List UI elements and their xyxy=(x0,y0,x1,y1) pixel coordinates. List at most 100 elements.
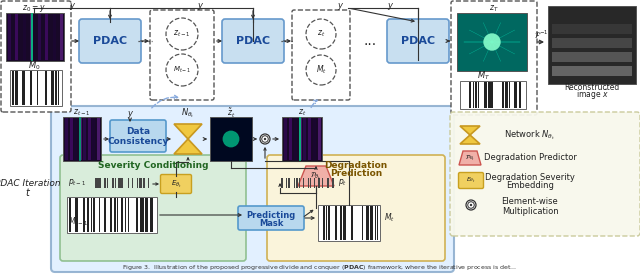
Text: $p_t$: $p_t$ xyxy=(338,178,347,189)
Bar xyxy=(318,118,321,160)
Bar xyxy=(30,14,33,60)
Text: $M_t$: $M_t$ xyxy=(316,64,326,76)
Bar xyxy=(469,82,471,108)
FancyBboxPatch shape xyxy=(161,175,191,193)
Text: PDAC: PDAC xyxy=(401,36,435,46)
Polygon shape xyxy=(174,124,202,154)
Bar xyxy=(114,198,116,232)
Text: $z_T$: $z_T$ xyxy=(489,4,499,14)
Bar xyxy=(327,178,328,188)
Bar xyxy=(457,13,527,71)
Text: Network $N_{\theta_t}$: Network $N_{\theta_t}$ xyxy=(504,128,556,142)
Bar xyxy=(289,178,290,188)
Bar xyxy=(107,178,108,188)
Bar xyxy=(136,198,138,232)
Bar xyxy=(75,198,78,232)
Bar xyxy=(117,198,118,232)
FancyBboxPatch shape xyxy=(222,19,284,63)
Bar xyxy=(460,81,526,109)
Bar xyxy=(351,206,353,240)
Bar xyxy=(15,14,19,60)
Bar xyxy=(308,118,311,160)
FancyBboxPatch shape xyxy=(110,120,166,152)
Text: Predicting: Predicting xyxy=(246,210,296,219)
Bar xyxy=(121,198,123,232)
Text: $z_{t-1}$: $z_{t-1}$ xyxy=(173,29,191,39)
Bar xyxy=(502,82,504,108)
Circle shape xyxy=(483,33,500,51)
Bar xyxy=(148,178,149,188)
Bar xyxy=(299,178,300,188)
Bar xyxy=(303,178,304,188)
Bar xyxy=(87,198,89,232)
Bar xyxy=(308,178,309,188)
Bar xyxy=(519,82,521,108)
Text: Severity Conditioning: Severity Conditioning xyxy=(98,161,208,170)
Bar xyxy=(286,178,287,188)
Text: $z_{t-1}$: $z_{t-1}$ xyxy=(73,108,91,118)
Bar xyxy=(79,118,82,160)
Bar xyxy=(92,118,95,160)
FancyBboxPatch shape xyxy=(292,10,350,100)
Bar xyxy=(152,198,153,232)
Bar xyxy=(112,178,113,188)
Text: Degradation Severity: Degradation Severity xyxy=(485,173,575,181)
Text: y: y xyxy=(70,1,74,10)
FancyBboxPatch shape xyxy=(60,155,246,261)
Bar xyxy=(318,205,380,241)
Bar xyxy=(118,178,120,188)
Text: PDAC: PDAC xyxy=(236,36,270,46)
Bar xyxy=(15,71,18,105)
Bar xyxy=(552,66,632,76)
Circle shape xyxy=(306,55,336,85)
Bar xyxy=(132,178,133,188)
Bar xyxy=(30,71,32,105)
Circle shape xyxy=(166,54,198,86)
Bar xyxy=(484,82,487,108)
Text: $M_0$: $M_0$ xyxy=(28,60,40,72)
Bar xyxy=(552,24,632,34)
Bar xyxy=(552,10,632,20)
Bar xyxy=(313,118,316,160)
Bar xyxy=(328,206,330,240)
Text: Reconstructed: Reconstructed xyxy=(564,84,620,93)
Bar xyxy=(282,117,322,161)
Bar xyxy=(120,178,121,188)
Bar xyxy=(473,82,474,108)
Text: Embedding: Embedding xyxy=(506,181,554,190)
Text: image $\hat{x}$: image $\hat{x}$ xyxy=(575,88,609,102)
FancyBboxPatch shape xyxy=(450,112,640,236)
Bar xyxy=(55,71,57,105)
Text: $M_T$: $M_T$ xyxy=(477,70,491,82)
Bar xyxy=(104,178,106,188)
Polygon shape xyxy=(459,151,481,165)
Bar xyxy=(58,71,59,105)
Text: ...: ... xyxy=(364,34,376,48)
Bar xyxy=(125,198,126,232)
Bar xyxy=(37,71,38,105)
Text: $M_{t-1}$: $M_{t-1}$ xyxy=(68,216,88,228)
Bar xyxy=(22,71,25,105)
Circle shape xyxy=(166,18,198,50)
Bar xyxy=(74,118,77,160)
Circle shape xyxy=(306,19,336,49)
Bar xyxy=(143,178,145,188)
Text: PDAC: PDAC xyxy=(93,36,127,46)
Text: Consistency: Consistency xyxy=(108,136,169,145)
Bar xyxy=(340,206,341,240)
Text: Mask: Mask xyxy=(259,218,283,227)
Text: y: y xyxy=(198,1,202,10)
Bar xyxy=(45,14,48,60)
Bar xyxy=(137,178,138,188)
Text: $N_{\theta_t}$: $N_{\theta_t}$ xyxy=(181,106,195,120)
Bar xyxy=(335,206,336,240)
Bar xyxy=(69,198,71,232)
Bar xyxy=(10,70,62,106)
Bar xyxy=(150,198,152,232)
Text: $t$: $t$ xyxy=(25,186,31,198)
Text: $\mathcal{F}^{-1}$: $\mathcal{F}^{-1}$ xyxy=(534,29,548,41)
Text: Data: Data xyxy=(126,127,150,136)
Bar xyxy=(303,118,307,160)
Bar xyxy=(341,206,342,240)
Text: $p_{t-1}$: $p_{t-1}$ xyxy=(68,178,86,189)
